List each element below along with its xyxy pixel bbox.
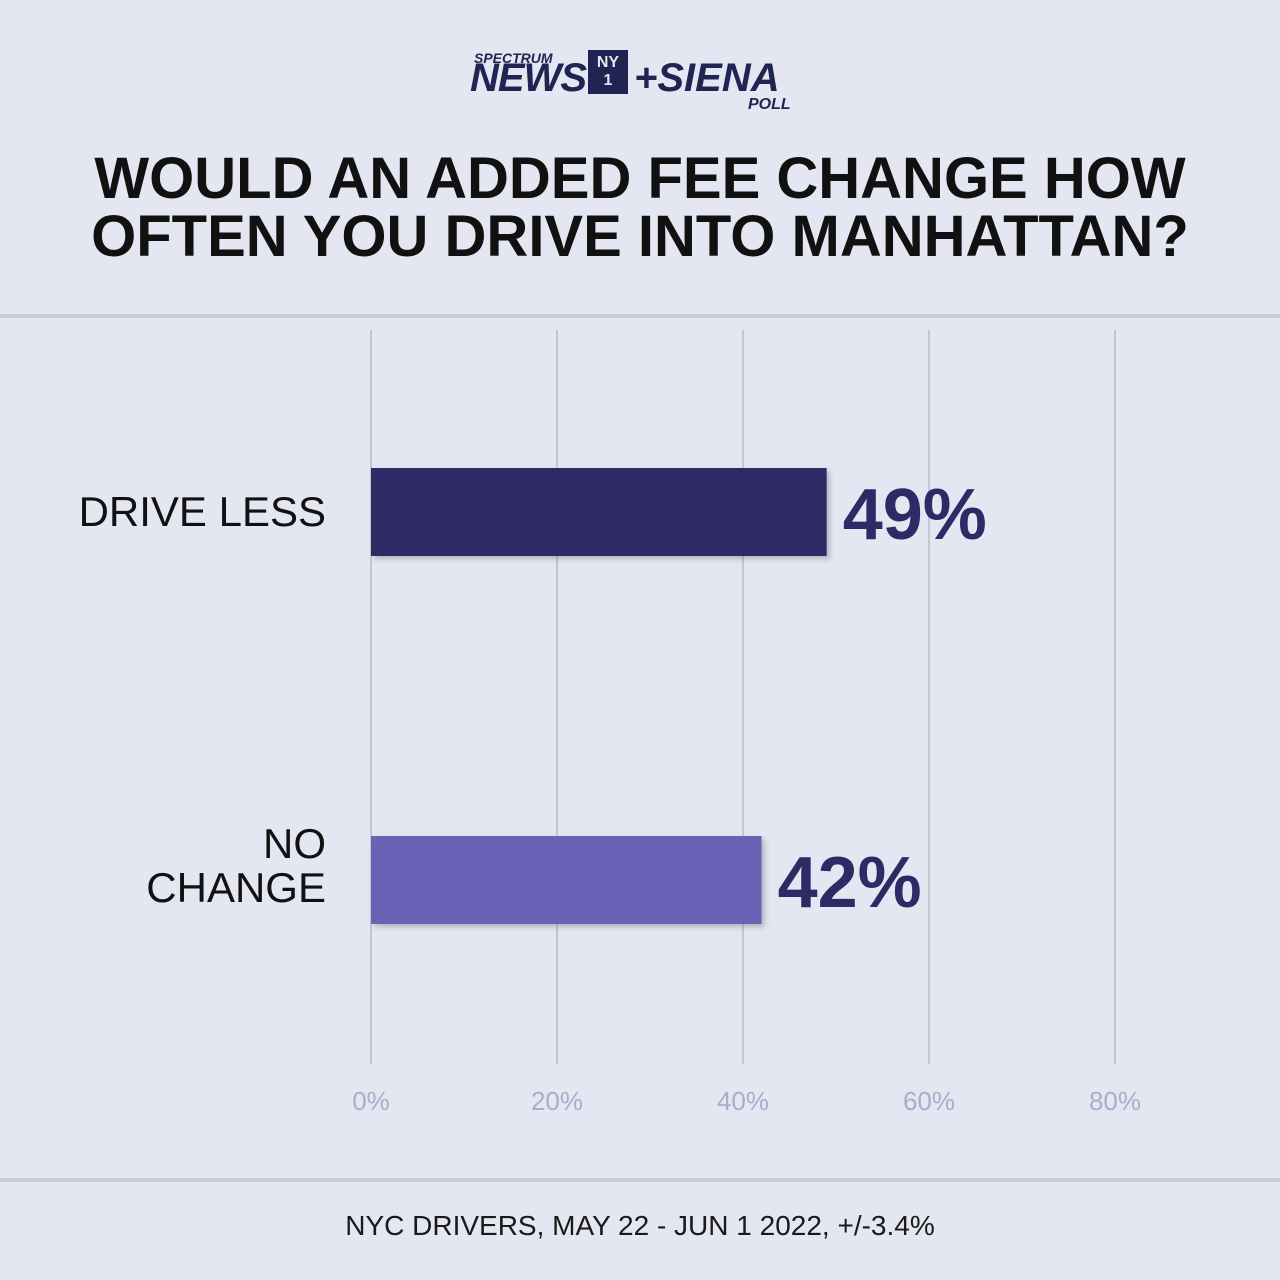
logo-1-text: 1 [603, 72, 613, 89]
category-label: CHANGE [146, 864, 326, 911]
bar [371, 468, 827, 556]
x-tick-label: 60% [903, 1086, 955, 1116]
bar-value-label: 49% [843, 475, 987, 555]
header: SPECTRUM NEWS NY 1 +SIENA POLL WOULD AN … [0, 0, 1280, 316]
chart-title: WOULD AN ADDED FEE CHANGE HOW OFTEN YOU … [40, 150, 1240, 266]
bars [371, 468, 827, 924]
x-tick-label: 20% [531, 1086, 583, 1116]
x-tick-label: 40% [717, 1086, 769, 1116]
bar-value-label: 42% [778, 843, 922, 923]
footer-source-note: NYC DRIVERS, MAY 22 - JUN 1 2022, +/-3.4… [345, 1210, 935, 1241]
top-divider [0, 314, 1280, 318]
bottom-divider [0, 1178, 1280, 1182]
logo-poll-text: POLL [748, 96, 791, 113]
logo-siena-text: +SIENA [634, 56, 780, 100]
title-line-1: WOULD AN ADDED FEE CHANGE HOW [94, 146, 1186, 211]
ny1-logo-box: NY 1 [588, 50, 628, 94]
x-tick-label: 80% [1089, 1086, 1141, 1116]
logo-spectrum-text: SPECTRUM [474, 50, 553, 66]
category-label: DRIVE LESS [79, 488, 326, 535]
spectrum-news-siena-logo: SPECTRUM NEWS NY 1 +SIENA POLL [470, 48, 810, 118]
logo-news-text: NEWS [470, 56, 587, 100]
category-label: NO [263, 820, 326, 867]
bar [371, 836, 762, 924]
title-line-2: OFTEN YOU DRIVE INTO MANHATTAN? [91, 204, 1189, 269]
gridlines [370, 330, 1116, 1064]
logo-ny-text: NY [596, 54, 620, 71]
x-tick-label: 0% [352, 1086, 390, 1116]
